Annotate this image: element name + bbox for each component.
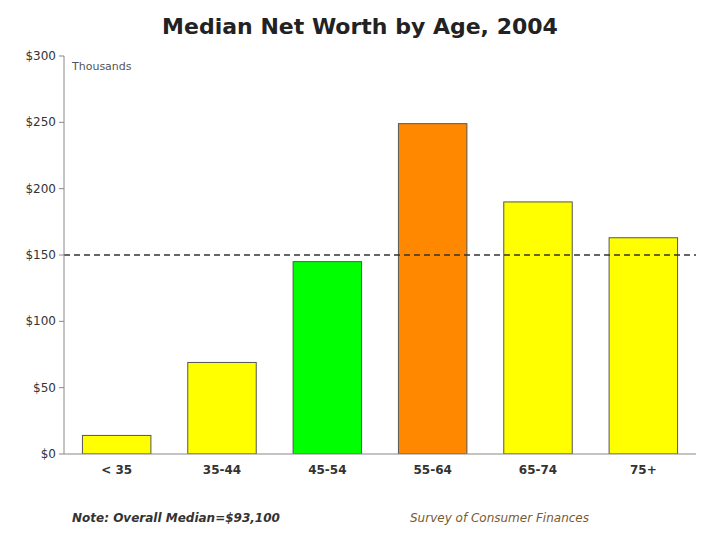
x-tick-label: 65-74 [519,463,557,477]
x-axis-line [64,454,696,455]
bar [398,124,466,454]
chart: Median Net Worth by Age, 2004 $0 $50 $100 $1… [0,0,720,540]
y-tick [59,188,64,189]
y-tick [59,255,64,256]
y-tick [59,321,64,322]
y-tick-label: $100 [25,314,56,328]
bar [609,238,677,454]
y-tick-label: $250 [25,115,56,129]
y-tick-label: $200 [25,182,56,196]
y-tick-label: $300 [25,49,56,63]
y-tick [59,122,64,123]
x-tick-label: 35-44 [203,463,241,477]
plot-area [64,124,696,454]
bar [82,435,150,454]
x-tick-label: 55-64 [413,463,451,477]
bar [188,362,256,454]
bar [504,202,572,454]
y-tick-label: $50 [33,381,56,395]
y-tick-label: $0 [41,447,56,461]
x-tick-label: 45-54 [308,463,346,477]
median-line [64,254,696,256]
bar [293,262,361,454]
x-tick-label: 75+ [630,463,657,477]
note: Note: Overall Median=$93,100 [72,511,280,525]
subtitle: Thousands [71,60,132,73]
y-tick [59,56,64,57]
source: Survey of Consumer Finances [410,511,589,525]
y-tick [59,454,64,455]
chart-container: Median Net Worth by Age, 2004 $0 $50 $100 $1… [0,0,720,540]
title: Median Net Worth by Age, 2004 [162,14,558,39]
y-tick [59,387,64,388]
y-tick-label: $150 [25,248,56,262]
x-tick-label: < 35 [101,463,132,477]
